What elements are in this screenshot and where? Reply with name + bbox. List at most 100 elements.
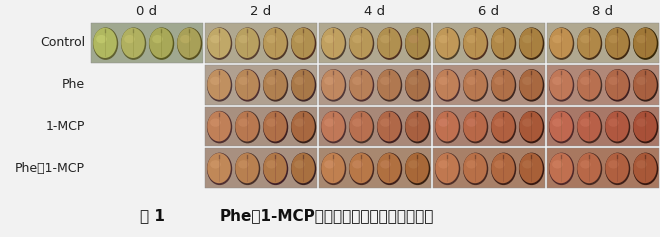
Ellipse shape	[207, 27, 232, 60]
Ellipse shape	[463, 153, 487, 183]
Bar	[433, 65, 545, 105]
Ellipse shape	[235, 28, 259, 58]
Ellipse shape	[633, 69, 657, 100]
Bar	[319, 65, 431, 105]
Ellipse shape	[491, 69, 515, 100]
Ellipse shape	[377, 111, 402, 143]
Bar	[91, 23, 203, 63]
Ellipse shape	[349, 153, 374, 185]
Text: 1-MCP: 1-MCP	[46, 120, 85, 133]
Bar	[547, 106, 659, 146]
Ellipse shape	[608, 160, 619, 169]
Ellipse shape	[578, 111, 601, 141]
Ellipse shape	[291, 28, 315, 58]
Ellipse shape	[580, 160, 591, 169]
Ellipse shape	[263, 111, 286, 141]
Ellipse shape	[291, 111, 316, 143]
Ellipse shape	[405, 153, 429, 183]
Ellipse shape	[522, 160, 533, 169]
Ellipse shape	[636, 35, 647, 43]
Ellipse shape	[608, 77, 619, 85]
Ellipse shape	[519, 153, 543, 183]
Ellipse shape	[324, 118, 335, 127]
Ellipse shape	[263, 69, 288, 102]
Ellipse shape	[633, 28, 657, 58]
Ellipse shape	[519, 69, 543, 100]
Ellipse shape	[519, 111, 543, 141]
Ellipse shape	[263, 111, 288, 143]
Ellipse shape	[408, 77, 418, 85]
Ellipse shape	[438, 118, 449, 127]
Ellipse shape	[491, 111, 515, 141]
Bar	[547, 65, 659, 105]
Ellipse shape	[549, 153, 573, 183]
Ellipse shape	[324, 35, 335, 43]
Ellipse shape	[235, 153, 259, 183]
Ellipse shape	[380, 160, 391, 169]
Ellipse shape	[522, 118, 533, 127]
Ellipse shape	[352, 118, 363, 127]
Ellipse shape	[577, 111, 602, 143]
Bar	[319, 148, 431, 188]
Ellipse shape	[378, 28, 401, 58]
Ellipse shape	[207, 153, 231, 183]
Ellipse shape	[378, 153, 401, 183]
Ellipse shape	[522, 35, 533, 43]
Ellipse shape	[408, 35, 418, 43]
Text: Phe: Phe	[62, 78, 85, 91]
Ellipse shape	[605, 153, 630, 185]
Text: 图 1: 图 1	[140, 208, 165, 223]
Ellipse shape	[263, 69, 286, 100]
Ellipse shape	[321, 111, 345, 141]
Bar	[319, 23, 431, 63]
Text: Phe和1-MCP处理对桃果实外观色泽的影响: Phe和1-MCP处理对桃果实外观色泽的影响	[220, 208, 434, 223]
Ellipse shape	[552, 160, 563, 169]
Ellipse shape	[207, 111, 231, 141]
Ellipse shape	[633, 111, 658, 143]
Bar	[433, 23, 545, 63]
Ellipse shape	[549, 69, 573, 100]
Ellipse shape	[324, 160, 335, 169]
Ellipse shape	[377, 153, 402, 185]
Ellipse shape	[466, 35, 477, 43]
Text: 8 d: 8 d	[593, 5, 614, 18]
Ellipse shape	[235, 153, 260, 185]
Bar	[205, 148, 317, 188]
Ellipse shape	[605, 69, 630, 102]
Bar	[319, 106, 431, 146]
Ellipse shape	[380, 77, 391, 85]
Ellipse shape	[235, 69, 260, 102]
Ellipse shape	[494, 35, 505, 43]
Ellipse shape	[633, 153, 657, 183]
Ellipse shape	[549, 153, 574, 185]
Ellipse shape	[549, 111, 574, 143]
Ellipse shape	[291, 153, 316, 185]
Ellipse shape	[405, 111, 429, 141]
Ellipse shape	[210, 77, 220, 85]
Ellipse shape	[349, 111, 373, 141]
Ellipse shape	[605, 153, 629, 183]
Ellipse shape	[494, 77, 505, 85]
Ellipse shape	[321, 69, 345, 100]
Ellipse shape	[238, 35, 249, 43]
Ellipse shape	[633, 111, 657, 141]
Ellipse shape	[519, 28, 543, 58]
Ellipse shape	[405, 69, 429, 100]
Ellipse shape	[93, 28, 117, 58]
Ellipse shape	[405, 111, 430, 143]
Ellipse shape	[633, 153, 658, 185]
Ellipse shape	[294, 77, 305, 85]
Ellipse shape	[238, 77, 249, 85]
Ellipse shape	[466, 77, 477, 85]
Text: 0 d: 0 d	[137, 5, 158, 18]
Ellipse shape	[321, 153, 345, 183]
Ellipse shape	[349, 28, 373, 58]
Ellipse shape	[435, 153, 459, 183]
Ellipse shape	[124, 35, 135, 43]
Ellipse shape	[149, 27, 174, 60]
Ellipse shape	[149, 28, 173, 58]
Ellipse shape	[352, 160, 363, 169]
Ellipse shape	[435, 69, 459, 100]
Ellipse shape	[435, 111, 460, 143]
Ellipse shape	[519, 69, 544, 102]
